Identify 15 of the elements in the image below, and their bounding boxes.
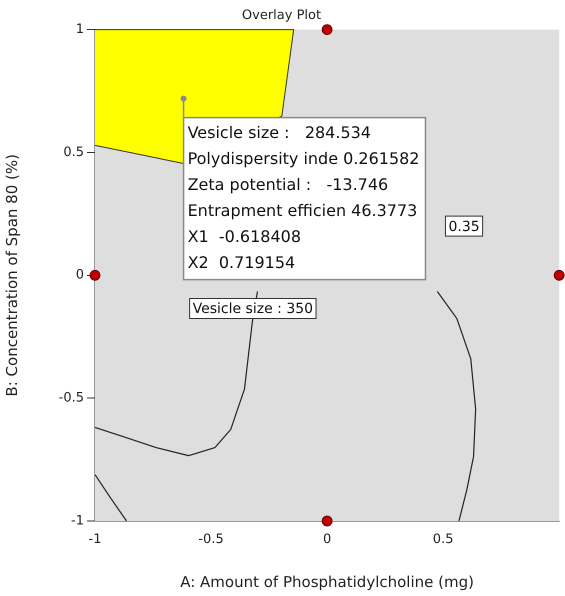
y-axis-title: B: Concentration of Span 80 (%) [2,154,21,397]
y-tick-label: 0.5 [63,144,84,160]
annotation: 0.35 [448,218,480,235]
annotation: Vesicle size : 284.534 Polydispersity inde 0.261582 Zeta potential : -13.746 Entrapment efficien 46.3773 X1 -0.618408 X2 0.719154 [188,122,420,272]
y-tick-label: 0 [76,268,84,283]
y-tick-label: -1 [71,513,84,528]
chart-title: Overlay Plot [242,8,322,24]
x-tick-label: 0.5 [432,532,454,548]
annotation: Vesicle size : 350 [192,301,314,318]
x-tick-label: 0 [322,532,332,548]
y-tick-label: -0.5 [58,390,84,406]
x-axis-title: A: Amount of Phosphatidylcholine (mg) [180,572,474,591]
x-tick-label: -0.5 [198,532,224,548]
x-tick-label: -1 [88,532,102,548]
y-tick-label: 1 [76,22,84,37]
